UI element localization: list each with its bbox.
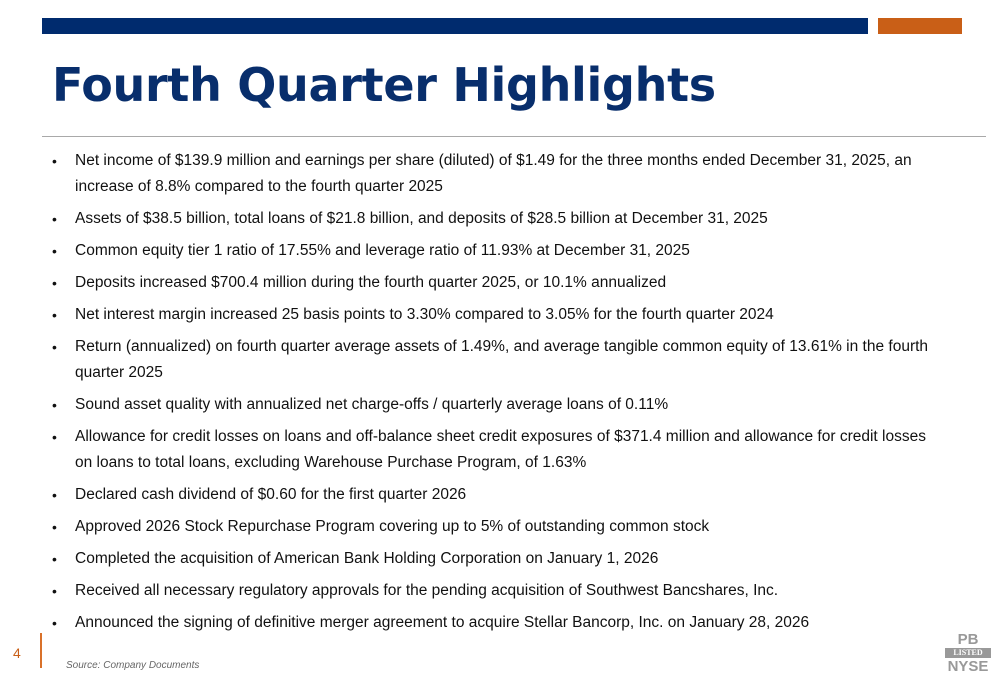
bullet-icon: • (52, 153, 57, 169)
list-item: • Sound asset quality with annualized net… (52, 392, 942, 418)
bullet-text: Sound asset quality with annualized net … (75, 396, 669, 413)
bullet-text: Declared cash dividend of $0.60 for the … (75, 486, 467, 503)
bullet-text: Common equity tier 1 ratio of 17.55% and… (75, 242, 690, 259)
list-item: • Approved 2026 Stock Repurchase Program … (52, 514, 942, 540)
list-item: • Common equity tier 1 ratio of 17.55% an… (52, 238, 942, 264)
bullet-icon: • (52, 339, 57, 355)
bullet-text: Assets of $38.5 billion, total loans of … (75, 210, 768, 227)
logo-ticker: PB (957, 631, 979, 648)
bullet-icon: • (52, 615, 57, 631)
bullet-text: Received all necessary regulatory approv… (75, 582, 779, 599)
logo-listed: LISTED (945, 648, 991, 658)
highlights-list: • Net income of $139.9 million and earnin… (52, 148, 942, 642)
list-item: • Received all necessary regulatory appro… (52, 578, 942, 604)
page-title: Fourth Quarter Highlights (52, 58, 716, 112)
list-item: • Announced the signing of definitive mer… (52, 610, 942, 636)
header-bar-blue (42, 18, 868, 34)
bullet-icon: • (52, 211, 57, 227)
page-number: 4 (13, 645, 21, 661)
bullet-icon: • (52, 519, 57, 535)
bullet-text: Deposits increased $700.4 million during… (75, 274, 667, 291)
header-bar-orange (878, 18, 962, 34)
list-item: • Allowance for credit losses on loans an… (52, 424, 942, 476)
bullet-icon: • (52, 429, 57, 445)
bullet-icon: • (52, 397, 57, 413)
logo-exchange: NYSE (947, 658, 989, 675)
list-item: • Deposits increased $700.4 million durin… (52, 270, 942, 296)
list-item: • Net income of $139.9 million and earnin… (52, 148, 942, 200)
bullet-text: Announced the signing of definitive merg… (75, 614, 810, 631)
list-item: • Net interest margin increased 25 basis … (52, 302, 942, 328)
list-item: • Return (annualized) on fourth quarter a… (52, 334, 942, 386)
bullet-text: Net interest margin increased 25 basis p… (75, 306, 774, 323)
bullet-text: Net income of $139.9 million and earning… (75, 152, 912, 195)
bullet-text: Completed the acquisition of American Ba… (75, 550, 659, 567)
source-note: Source: Company Documents (66, 660, 200, 671)
list-item: • Completed the acquisition of American B… (52, 546, 942, 572)
bullet-icon: • (52, 307, 57, 323)
bullet-icon: • (52, 583, 57, 599)
bullet-icon: • (52, 243, 57, 259)
bullet-text: Allowance for credit losses on loans and… (75, 428, 926, 471)
list-item: • Assets of $38.5 billion, total loans of… (52, 206, 942, 232)
bullet-icon: • (52, 275, 57, 291)
bullet-icon: • (52, 487, 57, 503)
bullet-text: Return (annualized) on fourth quarter av… (75, 338, 929, 381)
title-divider (42, 136, 986, 137)
footer-divider (40, 633, 42, 668)
list-item: • Declared cash dividend of $0.60 for the… (52, 482, 942, 508)
bullet-text: Approved 2026 Stock Repurchase Program c… (75, 518, 710, 535)
bullet-icon: • (52, 551, 57, 567)
nyse-listed-logo: PB LISTED NYSE (945, 632, 991, 674)
